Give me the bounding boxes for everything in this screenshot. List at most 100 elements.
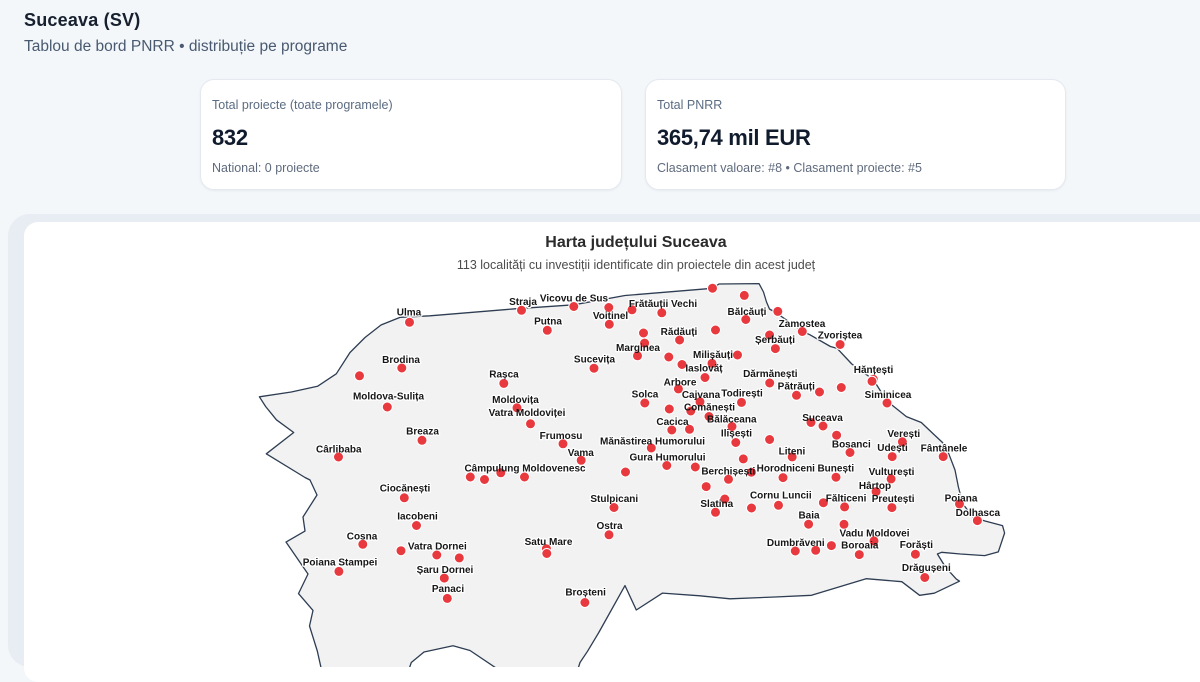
svg-text:Hănțești: Hănțești: [854, 365, 894, 376]
svg-text:Horodniceni: Horodniceni: [757, 463, 816, 474]
svg-text:Cosna: Cosna: [347, 531, 378, 542]
svg-text:Dolhasca: Dolhasca: [956, 508, 1001, 519]
svg-text:Mănăstirea Humorului: Mănăstirea Humorului: [600, 436, 705, 447]
svg-text:Brodina: Brodina: [382, 355, 420, 366]
svg-text:Slatina: Slatina: [700, 499, 733, 510]
svg-text:Berchișești: Berchișești: [701, 466, 755, 477]
svg-text:Vatra Moldoviței: Vatra Moldoviței: [489, 408, 566, 419]
svg-text:Cacica: Cacica: [656, 417, 689, 428]
svg-text:Liteni: Liteni: [779, 447, 806, 458]
svg-text:Ulma: Ulma: [397, 308, 422, 319]
svg-text:Vatra Moldoviței: Vatra Moldoviței: [489, 408, 566, 419]
svg-text:Pătrăuți: Pătrăuți: [778, 381, 815, 392]
svg-text:Șaru Dornei: Șaru Dornei: [417, 565, 474, 576]
svg-text:Iaslovăț: Iaslovăț: [685, 363, 723, 374]
svg-text:Fălticeni: Fălticeni: [826, 493, 867, 504]
svg-text:Stulpicani: Stulpicani: [590, 494, 638, 505]
svg-text:Voitinel: Voitinel: [593, 311, 629, 322]
svg-text:Rădăuți: Rădăuți: [661, 327, 698, 338]
svg-text:Câmpulung Moldovenesc: Câmpulung Moldovenesc: [464, 464, 586, 475]
svg-text:Panaci: Panaci: [432, 584, 464, 595]
svg-text:Fântânele: Fântânele: [921, 443, 968, 454]
svg-text:Arbore: Arbore: [664, 377, 697, 388]
svg-text:Ulma: Ulma: [397, 308, 422, 319]
svg-text:Pătrăuți: Pătrăuți: [778, 381, 815, 392]
svg-text:Bunești: Bunești: [817, 464, 854, 475]
svg-text:Poiana Stampei: Poiana Stampei: [303, 557, 378, 568]
svg-text:Zamostea: Zamostea: [779, 319, 826, 330]
svg-text:Vama: Vama: [568, 448, 595, 459]
svg-text:Cârlibaba: Cârlibaba: [316, 444, 362, 455]
svg-text:Vadu Moldovei: Vadu Moldovei: [839, 528, 909, 539]
svg-text:Moldovița: Moldovița: [492, 395, 539, 406]
svg-text:Cajvana: Cajvana: [682, 390, 721, 401]
svg-text:Straja: Straja: [509, 297, 537, 308]
svg-text:Șerbăuți: Șerbăuți: [755, 335, 795, 346]
svg-text:Câmpulung Moldovenesc: Câmpulung Moldovenesc: [464, 464, 586, 475]
svg-text:Iacobeni: Iacobeni: [397, 511, 438, 522]
svg-text:Drăgușeni: Drăgușeni: [902, 563, 951, 574]
svg-text:Gura Humorului: Gura Humorului: [629, 453, 705, 464]
svg-text:Zvoriștea: Zvoriștea: [818, 331, 863, 342]
svg-text:Forăști: Forăști: [900, 540, 934, 551]
svg-text:Ciocănești: Ciocănești: [380, 483, 431, 494]
svg-text:Mănăstirea Humorului: Mănăstirea Humorului: [600, 436, 705, 447]
svg-text:Arbore: Arbore: [664, 377, 697, 388]
svg-text:Solca: Solca: [632, 390, 659, 401]
svg-text:Frătăuții Vechi: Frătăuții Vechi: [629, 299, 698, 310]
svg-text:Ilișești: Ilișești: [721, 429, 752, 440]
svg-text:Ilișești: Ilișești: [721, 429, 752, 440]
svg-text:Moldovița: Moldovița: [492, 395, 539, 406]
svg-text:Stulpicani: Stulpicani: [590, 494, 638, 505]
svg-text:Zamostea: Zamostea: [779, 319, 826, 330]
svg-text:Bosanci: Bosanci: [832, 439, 871, 450]
svg-text:Rădăuți: Rădăuți: [661, 327, 698, 338]
svg-text:Drăgușeni: Drăgușeni: [902, 563, 951, 574]
svg-text:Bălcăuți: Bălcăuți: [728, 307, 767, 318]
svg-text:Fălticeni: Fălticeni: [826, 493, 867, 504]
svg-text:Breaza: Breaza: [406, 427, 439, 438]
svg-text:Marginea: Marginea: [616, 343, 660, 354]
svg-text:Verești: Verești: [887, 429, 920, 440]
svg-text:Siminicea: Siminicea: [865, 390, 912, 401]
svg-text:Bălăceana: Bălăceana: [707, 415, 757, 426]
svg-text:Ostra: Ostra: [596, 521, 623, 532]
svg-text:Vulturești: Vulturești: [869, 467, 915, 478]
svg-text:Panaci: Panaci: [432, 584, 464, 595]
svg-text:Preutești: Preutești: [872, 494, 915, 505]
svg-text:Bunești: Bunești: [817, 464, 854, 475]
svg-text:Vatra Dornei: Vatra Dornei: [408, 542, 467, 553]
svg-text:Verești: Verești: [887, 429, 920, 440]
svg-text:Dumbrăveni: Dumbrăveni: [767, 538, 825, 549]
svg-text:Satu Mare: Satu Mare: [525, 537, 573, 548]
svg-text:Frătăuții Vechi: Frătăuții Vechi: [629, 299, 698, 310]
svg-text:Todirești: Todirești: [721, 389, 763, 400]
svg-text:Putna: Putna: [534, 317, 562, 328]
svg-text:Frumosu: Frumosu: [540, 431, 583, 442]
svg-text:Bălăceana: Bălăceana: [707, 415, 757, 426]
svg-text:Berchișești: Berchișești: [701, 466, 755, 477]
svg-text:Cacica: Cacica: [656, 417, 689, 428]
svg-text:Dărmănești: Dărmănești: [743, 369, 798, 380]
svg-text:Cornu Luncii: Cornu Luncii: [750, 490, 812, 501]
svg-text:Forăști: Forăști: [900, 540, 934, 551]
svg-text:Milișăuți: Milișăuți: [693, 350, 733, 361]
svg-text:Milișăuți: Milișăuți: [693, 350, 733, 361]
svg-text:Bălcăuți: Bălcăuți: [728, 307, 767, 318]
svg-text:Solca: Solca: [632, 390, 659, 401]
svg-text:Bosanci: Bosanci: [832, 439, 871, 450]
svg-text:Hârtop: Hârtop: [859, 481, 891, 492]
svg-text:Frumosu: Frumosu: [540, 431, 583, 442]
svg-text:Siminicea: Siminicea: [865, 390, 912, 401]
svg-text:Vadu Moldovei: Vadu Moldovei: [839, 528, 909, 539]
svg-text:Baia: Baia: [798, 511, 820, 522]
svg-text:Cârlibaba: Cârlibaba: [316, 444, 362, 455]
svg-text:Putna: Putna: [534, 317, 562, 328]
svg-text:Sucevița: Sucevița: [574, 355, 616, 366]
svg-text:Boroaia: Boroaia: [841, 541, 879, 552]
svg-text:Dolhasca: Dolhasca: [956, 508, 1001, 519]
svg-text:Horodniceni: Horodniceni: [757, 463, 816, 474]
svg-text:Vama: Vama: [568, 448, 595, 459]
svg-text:Baia: Baia: [798, 511, 820, 522]
svg-text:Vulturești: Vulturești: [869, 467, 915, 478]
